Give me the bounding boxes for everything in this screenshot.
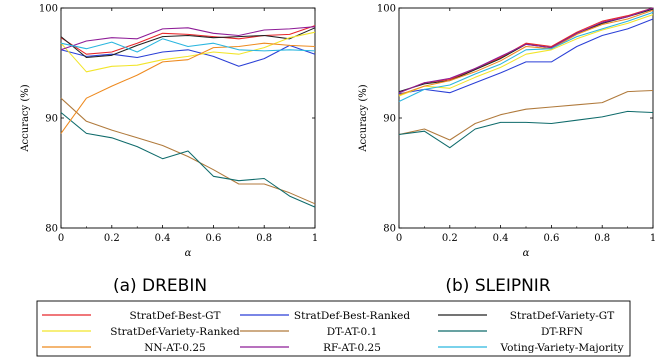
series-line-stratdef-variety-gt [60, 27, 316, 59]
legend-label-stratdef-best-gt: StratDef-Best-GT [129, 310, 220, 322]
x-tick-label: 0.6 [205, 233, 221, 244]
legend-label-stratdef-variety-gt: StratDef-Variety-GT [510, 310, 614, 322]
series-line-stratdef-best-gt [60, 25, 316, 55]
legend-label-nn-at-0-25: NN-AT-0.25 [144, 342, 206, 354]
series-line-nn-at-0-25 [60, 42, 316, 134]
legend-box [36, 300, 631, 357]
series-line-voting-variety-majority [398, 11, 654, 102]
x-tick-label: 1 [312, 233, 318, 244]
plot-frame [60, 7, 316, 229]
x-tick-label: 0.4 [493, 233, 509, 244]
legend-label-stratdef-best-ranked: StratDef-Best-Ranked [294, 310, 410, 322]
legend-label-stratdef-variety-ranked: StratDef-Variety-Ranked [110, 326, 240, 338]
y-tick-label: 100 [39, 4, 58, 15]
x-tick-label: 0.2 [104, 233, 120, 244]
x-tick-label: 0.6 [543, 233, 559, 244]
x-axis-label: α [185, 248, 192, 259]
panel-caption: (a) DREBIN [113, 276, 207, 296]
series-line-dt-rfn [398, 110, 654, 149]
y-tick-label: 80 [45, 224, 58, 235]
y-axis-label: Accuracy (%) [20, 84, 31, 152]
legend: StratDef-Best-GT StratDef-Best-Ranked Stra… [36, 300, 631, 357]
y-axis-label: Accuracy (%) [358, 84, 369, 152]
x-tick-label: 0.8 [256, 233, 272, 244]
series-line-stratdef-best-ranked [398, 18, 654, 95]
series-line-dt-rfn [60, 112, 316, 208]
x-tick-label: 0 [58, 233, 64, 244]
x-axis-label: α [523, 248, 530, 259]
y-tick-label: 90 [383, 114, 396, 125]
series-line-stratdef-variety-ranked [398, 14, 654, 97]
panel-sleipnir: 0 0.2 0.4 0.6 0.8 1 80 90 100 α Accuracy (%) (b) SL… [358, 4, 656, 297]
y-tick-label: 90 [45, 114, 58, 125]
series-line-rf-at-0-25 [398, 7, 654, 94]
panel-drebin: 0 0.2 0.4 0.6 0.8 1 80 90 100 α Accuracy (%) (a) DR… [20, 4, 318, 297]
y-tick-label: 80 [383, 224, 396, 235]
x-tick-label: 0.2 [442, 233, 458, 244]
series-line-voting-variety-majority [60, 38, 316, 53]
x-tick-label: 0 [396, 233, 402, 244]
plot-frame [398, 7, 654, 229]
legend-label-dt-rfn: DT-RFN [541, 326, 583, 338]
series-line-rf-at-0-25 [60, 26, 316, 51]
legend-label-dt-at-0-1: DT-AT-0.1 [327, 326, 378, 338]
series-line-nn-at-0-25 [398, 9, 654, 96]
series-line-stratdef-best-ranked [60, 44, 316, 67]
x-tick-label: 0.8 [594, 233, 610, 244]
panel-caption: (b) SLEIPNIR [445, 276, 550, 296]
series-line-dt-at-0-1 [60, 97, 316, 205]
x-tick-label: 1 [650, 233, 656, 244]
y-tick-label: 100 [377, 4, 396, 15]
legend-label-voting-variety-majority: Voting-Variety-Majority [499, 342, 623, 354]
legend-label-rf-at-0-25: RF-AT-0.25 [323, 342, 381, 354]
series-line-dt-at-0-1 [398, 89, 654, 141]
series-line-stratdef-best-gt [398, 7, 654, 94]
x-tick-label: 0.4 [155, 233, 171, 244]
